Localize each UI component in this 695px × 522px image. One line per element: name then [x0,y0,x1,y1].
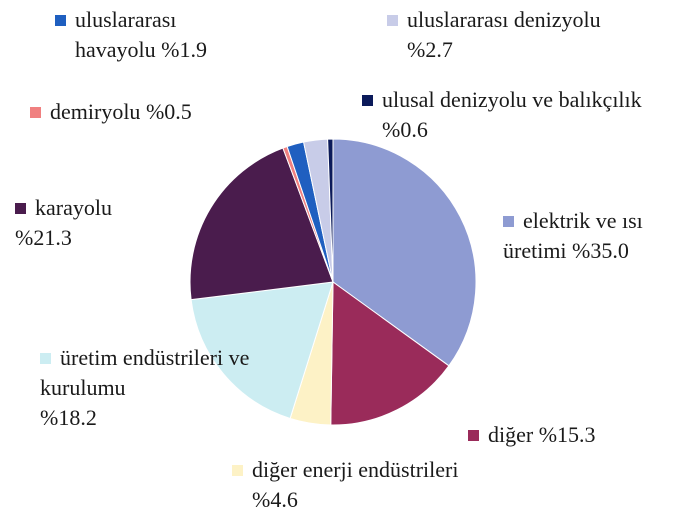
value-label: %18.2 [40,405,97,430]
legend-label: elektrik ve ısı üretimi [503,208,643,263]
legend-item: uluslararası denizyolu %2.7 [387,5,602,65]
legend-swatch [362,95,373,106]
pie-slice [327,138,334,283]
value-label: %35.0 [572,238,629,263]
legend-swatch [55,15,66,26]
legend-swatch [503,216,514,227]
value-label: %0.6 [382,117,428,142]
legend-swatch [232,465,243,476]
legend-swatch [387,15,398,26]
legend-item: üretim endüstrileri ve kurulumu %18.2 [40,343,300,433]
value-label: %21.3 [15,225,72,250]
pie-slice [189,147,334,301]
legend-swatch [15,203,26,214]
legend-item: elektrik ve ısı üretimi %35.0 [503,206,688,266]
legend-item: diğer %15.3 [468,420,688,450]
legend-label: üretim endüstrileri ve kurulumu [40,345,250,400]
legend-label: karayolu [35,195,112,220]
legend-label: diğer [488,422,534,447]
value-label: %2.7 [407,37,453,62]
legend-label: uluslararası havayolu [75,7,177,62]
legend-item: karayolu %21.3 [15,193,165,253]
legend-label: diğer enerji endüstrileri [252,457,459,482]
value-label: %15.3 [538,422,596,447]
legend-swatch [468,430,479,441]
legend-item: diğer enerji endüstrileri %4.6 [232,455,472,515]
pie-slice [190,281,334,420]
value-label: %0.5 [145,99,192,124]
legend-label: uluslararası denizyolu [407,7,601,32]
legend-item: ulusal denizyolu ve balıkçılık %0.6 [362,85,642,145]
legend-item: demiryolu %0.5 [30,97,290,127]
value-label: %1.9 [161,37,207,62]
legend-label: demiryolu [50,99,141,124]
pie-slice [330,281,450,426]
legend-label: ulusal denizyolu ve balıkçılık [382,87,642,112]
legend-item: uluslararası havayolu %1.9 [55,5,250,65]
pie-slice [332,138,477,367]
value-label: %4.6 [252,487,298,512]
legend-swatch [30,107,41,118]
legend-swatch [40,353,51,364]
